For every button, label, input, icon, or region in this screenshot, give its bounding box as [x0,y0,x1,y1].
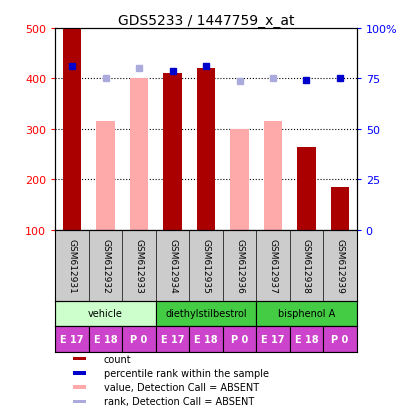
Text: E 18: E 18 [294,334,317,344]
Text: E 17: E 17 [261,334,284,344]
Text: P 0: P 0 [130,334,147,344]
Bar [155,326,189,352]
Text: vehicle: vehicle [88,309,123,318]
Text: GSM612934: GSM612934 [168,238,177,293]
Bar [96,122,115,230]
Bar [63,29,81,230]
Text: E 18: E 18 [194,334,217,344]
Title: GDS5233 / 1447759_x_at: GDS5233 / 1447759_x_at [117,14,294,28]
Text: count: count [103,354,131,363]
Bar [122,326,155,352]
Bar [73,357,86,361]
Bar [322,326,356,352]
Text: GSM612931: GSM612931 [67,238,76,293]
Bar [130,79,148,230]
Text: E 17: E 17 [160,334,184,344]
Bar [155,301,256,326]
Bar [196,69,215,230]
Bar [222,326,256,352]
Text: P 0: P 0 [230,334,247,344]
Text: rank, Detection Call = ABSENT: rank, Detection Call = ABSENT [103,396,253,406]
Text: E 17: E 17 [60,334,83,344]
Text: GSM612935: GSM612935 [201,238,210,293]
Bar [163,74,181,230]
Text: value, Detection Call = ABSENT: value, Detection Call = ABSENT [103,382,258,392]
Bar [89,326,122,352]
Bar [73,385,86,389]
Text: GSM612937: GSM612937 [268,238,277,293]
Text: P 0: P 0 [330,334,348,344]
Bar [73,400,86,403]
Bar [256,326,289,352]
Text: GSM612932: GSM612932 [101,238,110,293]
Text: diethylstilbestrol: diethylstilbestrol [165,309,246,318]
Text: percentile rank within the sample: percentile rank within the sample [103,368,268,378]
Text: GSM612936: GSM612936 [234,238,243,293]
Text: GSM612933: GSM612933 [134,238,143,293]
Bar [73,371,86,375]
Text: GSM612938: GSM612938 [301,238,310,293]
Bar [330,188,348,230]
Bar [256,301,356,326]
Bar [297,147,315,230]
Bar [230,130,248,230]
Bar [289,326,322,352]
Text: E 18: E 18 [94,334,117,344]
Bar [263,122,281,230]
Text: GSM612939: GSM612939 [335,238,344,293]
Bar [55,301,155,326]
Bar [55,326,89,352]
Text: bisphenol A: bisphenol A [277,309,334,318]
Bar [189,326,222,352]
